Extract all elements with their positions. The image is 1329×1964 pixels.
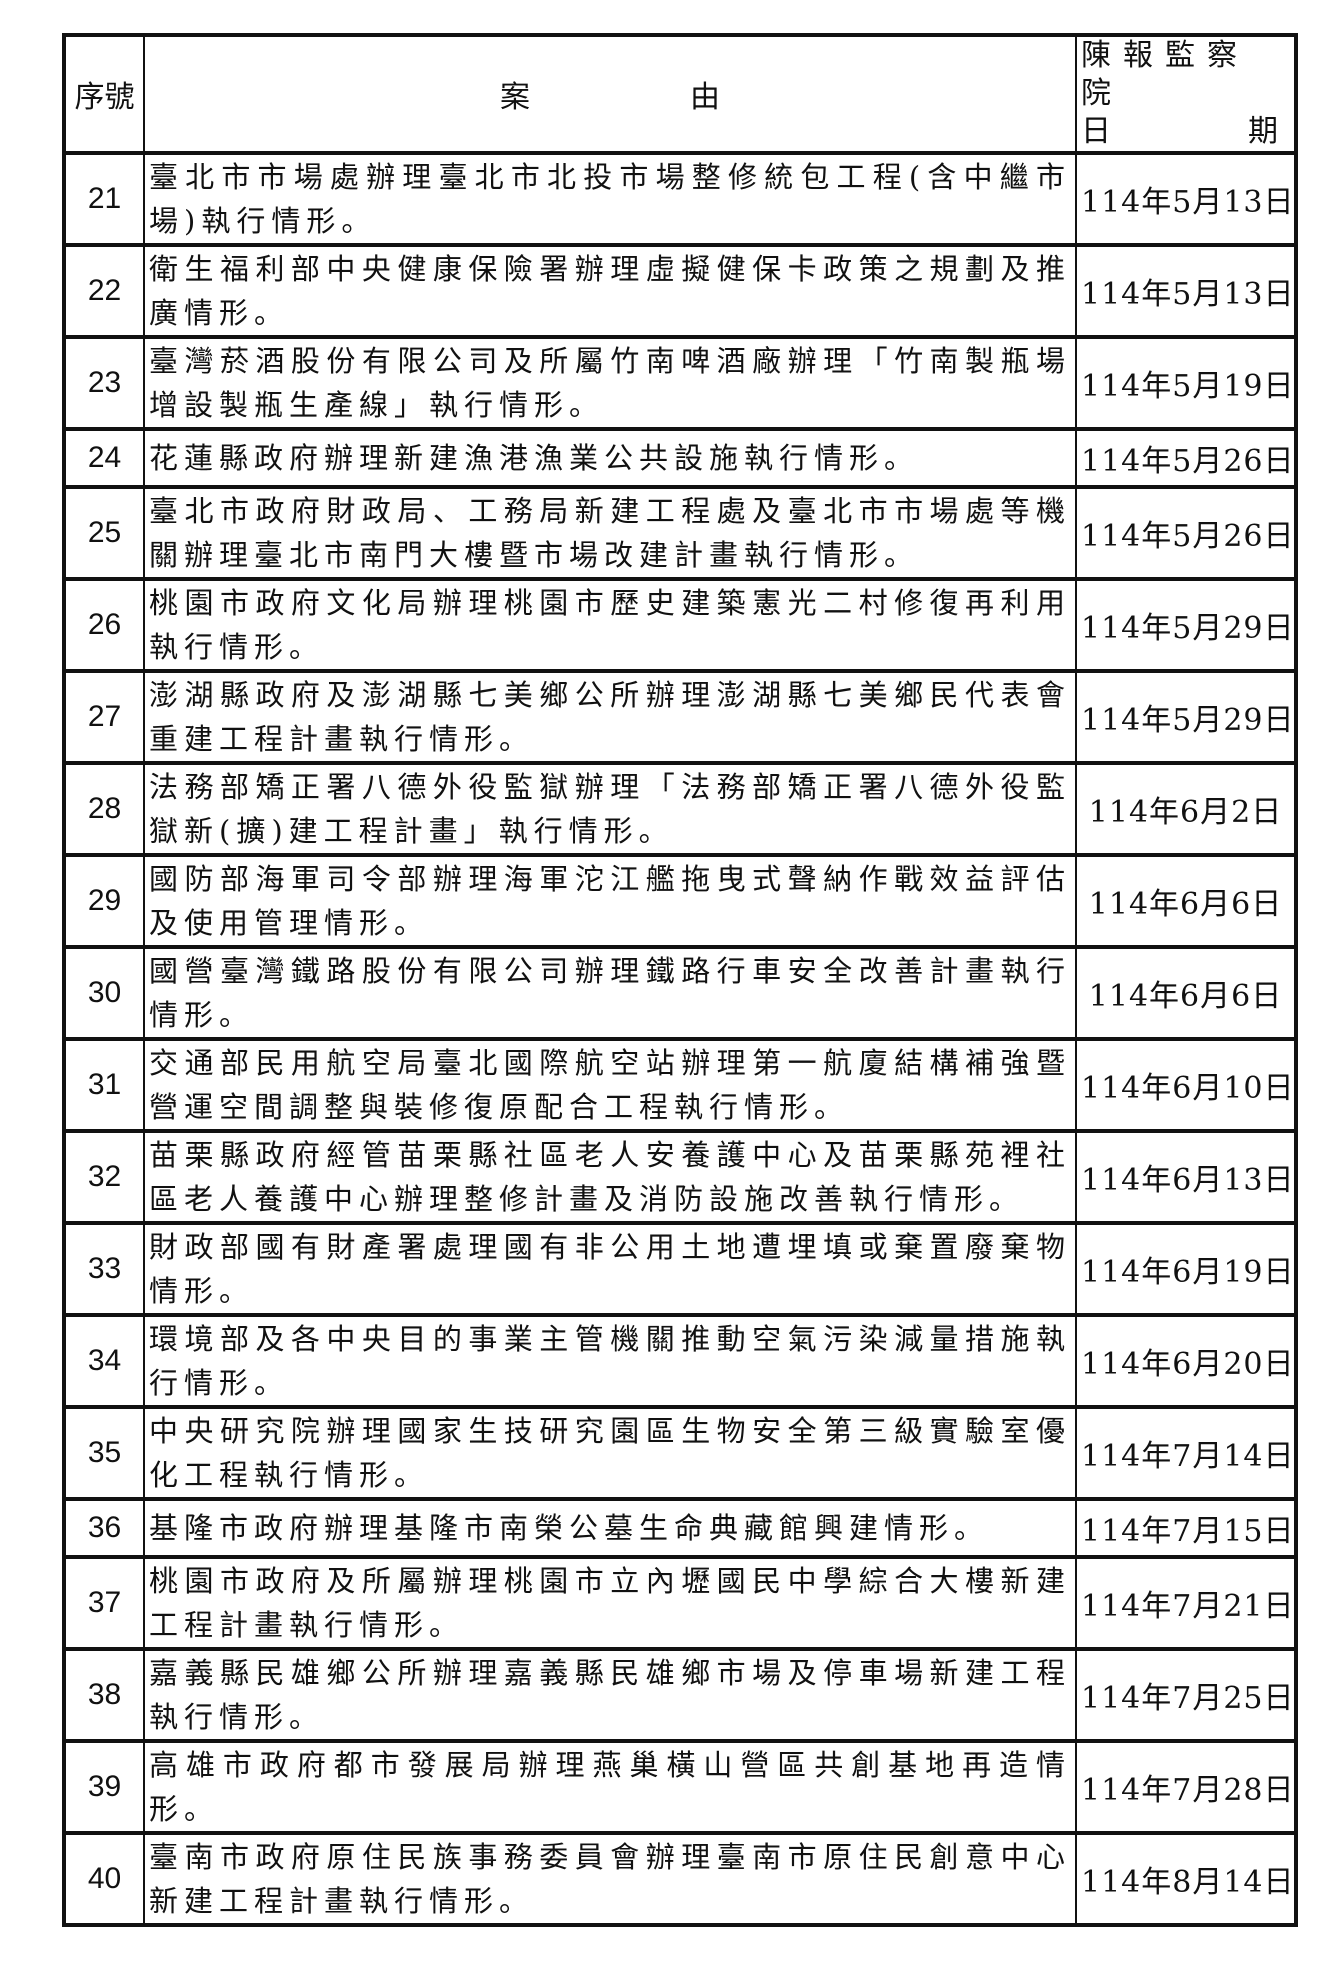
case-description: 花蓮縣政府辦理新建漁港漁業公共設施執行情形。 <box>143 427 1077 488</box>
table-row: 32 苗栗縣政府經管苗栗縣社區老人安養護中心及苗栗縣苑裡社區老人養護中心辦理整修計… <box>63 1129 1297 1224</box>
table-row: 24 花蓮縣政府辦理新建漁港漁業公共設施執行情形。 114年5月26日 <box>63 427 1297 488</box>
header-case: 案由 <box>143 34 1077 154</box>
table-row: 34 環境部及各中央目的事業主管機關推動空氣污染減量措施執行情形。 114年6月20… <box>63 1313 1297 1408</box>
table-row: 31 交通部民用航空局臺北國際航空站辦理第一航廈結構補強暨營運空間調整與裝修復原配… <box>63 1037 1297 1132</box>
table-row: 33 財政部國有財產署處理國有非公用土地遭埋填或棄置廢棄物情形。 114年6月19日 <box>63 1221 1297 1316</box>
table-row: 38 嘉義縣民雄鄉公所辦理嘉義縣民雄鄉市場及停車場新建工程執行情形。 114年7月2… <box>63 1647 1297 1742</box>
header-no: 序號 <box>63 34 145 154</box>
table-row: 28 法務部矯正署八德外役監獄辦理「法務部矯正署八德外役監獄新(擴)建工程計畫」執… <box>63 761 1297 856</box>
table-row: 36 基隆市政府辦理基隆市南榮公墓生命典藏館興建情形。 114年7月15日 <box>63 1497 1297 1558</box>
case-description: 中央研究院辦理國家生技研究園區生物安全第三級實驗室優化工程執行情形。 <box>143 1405 1077 1500</box>
case-description: 國營臺灣鐵路股份有限公司辦理鐵路行車安全改善計畫執行情形。 <box>143 945 1077 1040</box>
case-description: 苗栗縣政府經管苗栗縣社區老人安養護中心及苗栗縣苑裡社區老人養護中心辦理整修計畫及… <box>143 1129 1077 1224</box>
row-number: 40 <box>63 1831 145 1926</box>
report-date: 114年5月26日 <box>1075 485 1297 580</box>
row-number: 39 <box>63 1739 145 1834</box>
case-description: 臺南市政府原住民族事務委員會辦理臺南市原住民創意中心新建工程計畫執行情形。 <box>143 1831 1077 1926</box>
table-row: 37 桃園市政府及所屬辦理桃園市立內壢國民中學綜合大樓新建工程計畫執行情形。 114… <box>63 1555 1297 1650</box>
table-row: 22 衛生福利部中央健康保險署辦理虛擬健保卡政策之規劃及推廣情形。 114年5月13… <box>63 243 1297 338</box>
case-description: 澎湖縣政府及澎湖縣七美鄉公所辦理澎湖縣七美鄉民代表會重建工程計畫執行情形。 <box>143 669 1077 764</box>
report-date: 114年6月10日 <box>1075 1037 1297 1132</box>
table-row: 25 臺北市政府財政局、工務局新建工程處及臺北市市場處等機關辦理臺北市南門大樓暨市… <box>63 485 1297 580</box>
case-table: 序號 案由 陳報監察院 日期 21 臺北市市場處辦理臺北市北投市場整修統包工程(含… <box>62 33 1298 1927</box>
report-date: 114年5月13日 <box>1075 151 1297 246</box>
case-description: 法務部矯正署八德外役監獄辦理「法務部矯正署八德外役監獄新(擴)建工程計畫」執行情… <box>143 761 1077 856</box>
report-date: 114年5月29日 <box>1075 669 1297 764</box>
row-number: 23 <box>63 335 145 430</box>
report-date: 114年7月21日 <box>1075 1555 1297 1650</box>
report-date: 114年6月19日 <box>1075 1221 1297 1316</box>
case-description: 交通部民用航空局臺北國際航空站辦理第一航廈結構補強暨營運空間調整與裝修復原配合工… <box>143 1037 1077 1132</box>
case-description: 高雄市政府都市發展局辦理燕巢橫山營區共創基地再造情形。 <box>143 1739 1077 1834</box>
report-date: 114年8月14日 <box>1075 1831 1297 1926</box>
row-number: 29 <box>63 853 145 948</box>
header-date-char: 日 <box>1081 114 1123 149</box>
case-description: 國防部海軍司令部辦理海軍沱江艦拖曳式聲納作戰效益評估及使用管理情形。 <box>143 853 1077 948</box>
header-date-line1: 陳報監察院 <box>1081 38 1249 111</box>
report-date: 114年5月26日 <box>1075 427 1297 488</box>
table-row: 40 臺南市政府原住民族事務委員會辦理臺南市原住民創意中心新建工程計畫執行情形。 1… <box>63 1831 1297 1926</box>
table-row: 35 中央研究院辦理國家生技研究園區生物安全第三級實驗室優化工程執行情形。 114年… <box>63 1405 1297 1500</box>
row-number: 32 <box>63 1129 145 1224</box>
case-description: 臺灣菸酒股份有限公司及所屬竹南啤酒廠辦理「竹南製瓶場增設製瓶生產線」執行情形。 <box>143 335 1077 430</box>
row-number: 21 <box>63 151 145 246</box>
report-date: 114年5月29日 <box>1075 577 1297 672</box>
header-date-char: 期 <box>1248 114 1290 149</box>
row-number: 38 <box>63 1647 145 1742</box>
case-description: 環境部及各中央目的事業主管機關推動空氣污染減量措施執行情形。 <box>143 1313 1077 1408</box>
case-description: 財政部國有財產署處理國有非公用土地遭埋填或棄置廢棄物情形。 <box>143 1221 1077 1316</box>
row-number: 30 <box>63 945 145 1040</box>
row-number: 28 <box>63 761 145 856</box>
table-row: 21 臺北市市場處辦理臺北市北投市場整修統包工程(含中繼市場)執行情形。 114年5… <box>63 151 1297 246</box>
header-date: 陳報監察院 日期 <box>1075 34 1297 154</box>
header-row: 序號 案由 陳報監察院 日期 <box>63 34 1297 154</box>
case-description: 臺北市市場處辦理臺北市北投市場整修統包工程(含中繼市場)執行情形。 <box>143 151 1077 246</box>
table-row: 27 澎湖縣政府及澎湖縣七美鄉公所辦理澎湖縣七美鄉民代表會重建工程計畫執行情形。 1… <box>63 669 1297 764</box>
row-number: 36 <box>63 1497 145 1558</box>
report-date: 114年6月20日 <box>1075 1313 1297 1408</box>
table-row: 29 國防部海軍司令部辦理海軍沱江艦拖曳式聲納作戰效益評估及使用管理情形。 114年… <box>63 853 1297 948</box>
case-description: 嘉義縣民雄鄉公所辦理嘉義縣民雄鄉市場及停車場新建工程執行情形。 <box>143 1647 1077 1742</box>
case-description: 桃園市政府文化局辦理桃園市歷史建築憲光二村修復再利用執行情形。 <box>143 577 1077 672</box>
report-date: 114年6月2日 <box>1075 761 1297 856</box>
row-number: 25 <box>63 485 145 580</box>
case-description: 臺北市政府財政局、工務局新建工程處及臺北市市場處等機關辦理臺北市南門大樓暨市場改… <box>143 485 1077 580</box>
row-number: 27 <box>63 669 145 764</box>
report-date: 114年7月14日 <box>1075 1405 1297 1500</box>
table-row: 23 臺灣菸酒股份有限公司及所屬竹南啤酒廠辦理「竹南製瓶場增設製瓶生產線」執行情形… <box>63 335 1297 430</box>
report-date: 114年6月6日 <box>1075 853 1297 948</box>
case-description: 桃園市政府及所屬辦理桃園市立內壢國民中學綜合大樓新建工程計畫執行情形。 <box>143 1555 1077 1650</box>
report-date: 114年7月15日 <box>1075 1497 1297 1558</box>
report-date: 114年6月13日 <box>1075 1129 1297 1224</box>
row-number: 34 <box>63 1313 145 1408</box>
case-description: 衛生福利部中央健康保險署辦理虛擬健保卡政策之規劃及推廣情形。 <box>143 243 1077 338</box>
row-number: 24 <box>63 427 145 488</box>
row-number: 37 <box>63 1555 145 1650</box>
table-row: 30 國營臺灣鐵路股份有限公司辦理鐵路行車安全改善計畫執行情形。 114年6月6日 <box>63 945 1297 1040</box>
report-date: 114年7月25日 <box>1075 1647 1297 1742</box>
table-row: 26 桃園市政府文化局辦理桃園市歷史建築憲光二村修復再利用執行情形。 114年5月2… <box>63 577 1297 672</box>
row-number: 22 <box>63 243 145 338</box>
report-date: 114年5月13日 <box>1075 243 1297 338</box>
row-number: 33 <box>63 1221 145 1316</box>
header-date-line2: 日期 <box>1081 113 1290 151</box>
header-case-char: 由 <box>690 80 720 115</box>
header-case-char: 案 <box>500 80 530 115</box>
row-number: 26 <box>63 577 145 672</box>
report-date: 114年7月28日 <box>1075 1739 1297 1834</box>
row-number: 35 <box>63 1405 145 1500</box>
row-number: 31 <box>63 1037 145 1132</box>
table-row: 39 高雄市政府都市發展局辦理燕巢橫山營區共創基地再造情形。 114年7月28日 <box>63 1739 1297 1834</box>
report-date: 114年6月6日 <box>1075 945 1297 1040</box>
report-date: 114年5月19日 <box>1075 335 1297 430</box>
case-description: 基隆市政府辦理基隆市南榮公墓生命典藏館興建情形。 <box>143 1497 1077 1558</box>
